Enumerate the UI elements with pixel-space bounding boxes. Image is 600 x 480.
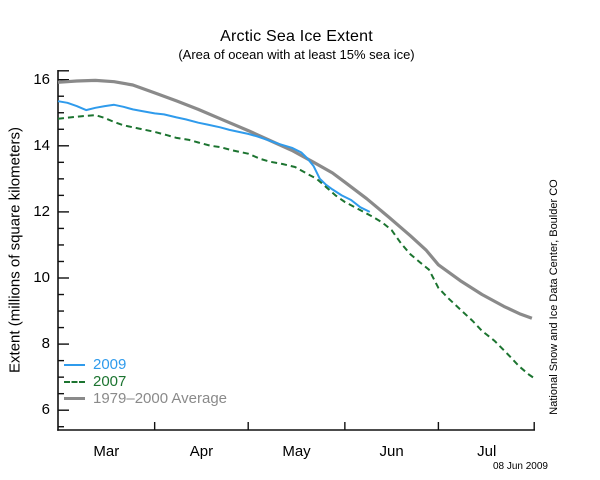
x-month-label-may: May bbox=[282, 443, 311, 460]
x-month-label-apr: Apr bbox=[189, 443, 214, 460]
y-tick-label-14: 14 bbox=[33, 136, 50, 154]
series-2007-line bbox=[57, 114, 536, 380]
date-stamp: 08 Jun 2009 bbox=[492, 461, 548, 472]
y-tick-label-6: 6 bbox=[41, 401, 50, 419]
y-tick-label-16: 16 bbox=[33, 70, 50, 88]
legend-item-2009: 2009 bbox=[64, 356, 227, 373]
legend-1979-2000-average-label: 1979–2000 Average bbox=[93, 390, 228, 407]
y-tick-label-8: 8 bbox=[41, 335, 50, 353]
legend-2007-line-sample bbox=[64, 380, 85, 383]
chart-subtitle: (Area of ocean with at least 15% sea ice… bbox=[178, 47, 415, 62]
x-month-label-jun: Jun bbox=[379, 443, 404, 460]
series-2009-line bbox=[57, 100, 371, 213]
legend-item-2007: 2007 bbox=[64, 373, 227, 390]
x-month-label-jul: Jul bbox=[477, 443, 497, 460]
y-tick-label-10: 10 bbox=[33, 269, 50, 286]
x-month-label-mar: Mar bbox=[93, 443, 120, 460]
legend-2009-label: 2009 bbox=[93, 356, 127, 373]
legend: 2009 2007 1979–2000 Average bbox=[64, 356, 227, 407]
legend-2007-label: 2007 bbox=[93, 373, 127, 390]
data-center-credit-text: National Snow and Ice Data Center, Bould… bbox=[548, 179, 560, 415]
chart-title: Arctic Sea Ice Extent bbox=[220, 28, 373, 45]
legend-1979-2000-average-line-sample bbox=[64, 397, 85, 400]
legend-item-1979-2000-average: 1979–2000 Average bbox=[64, 390, 227, 407]
series-1979-2000-average-line bbox=[57, 78, 533, 320]
legend-2009-line-sample bbox=[64, 363, 85, 366]
y-tick-label-12: 12 bbox=[33, 202, 50, 220]
